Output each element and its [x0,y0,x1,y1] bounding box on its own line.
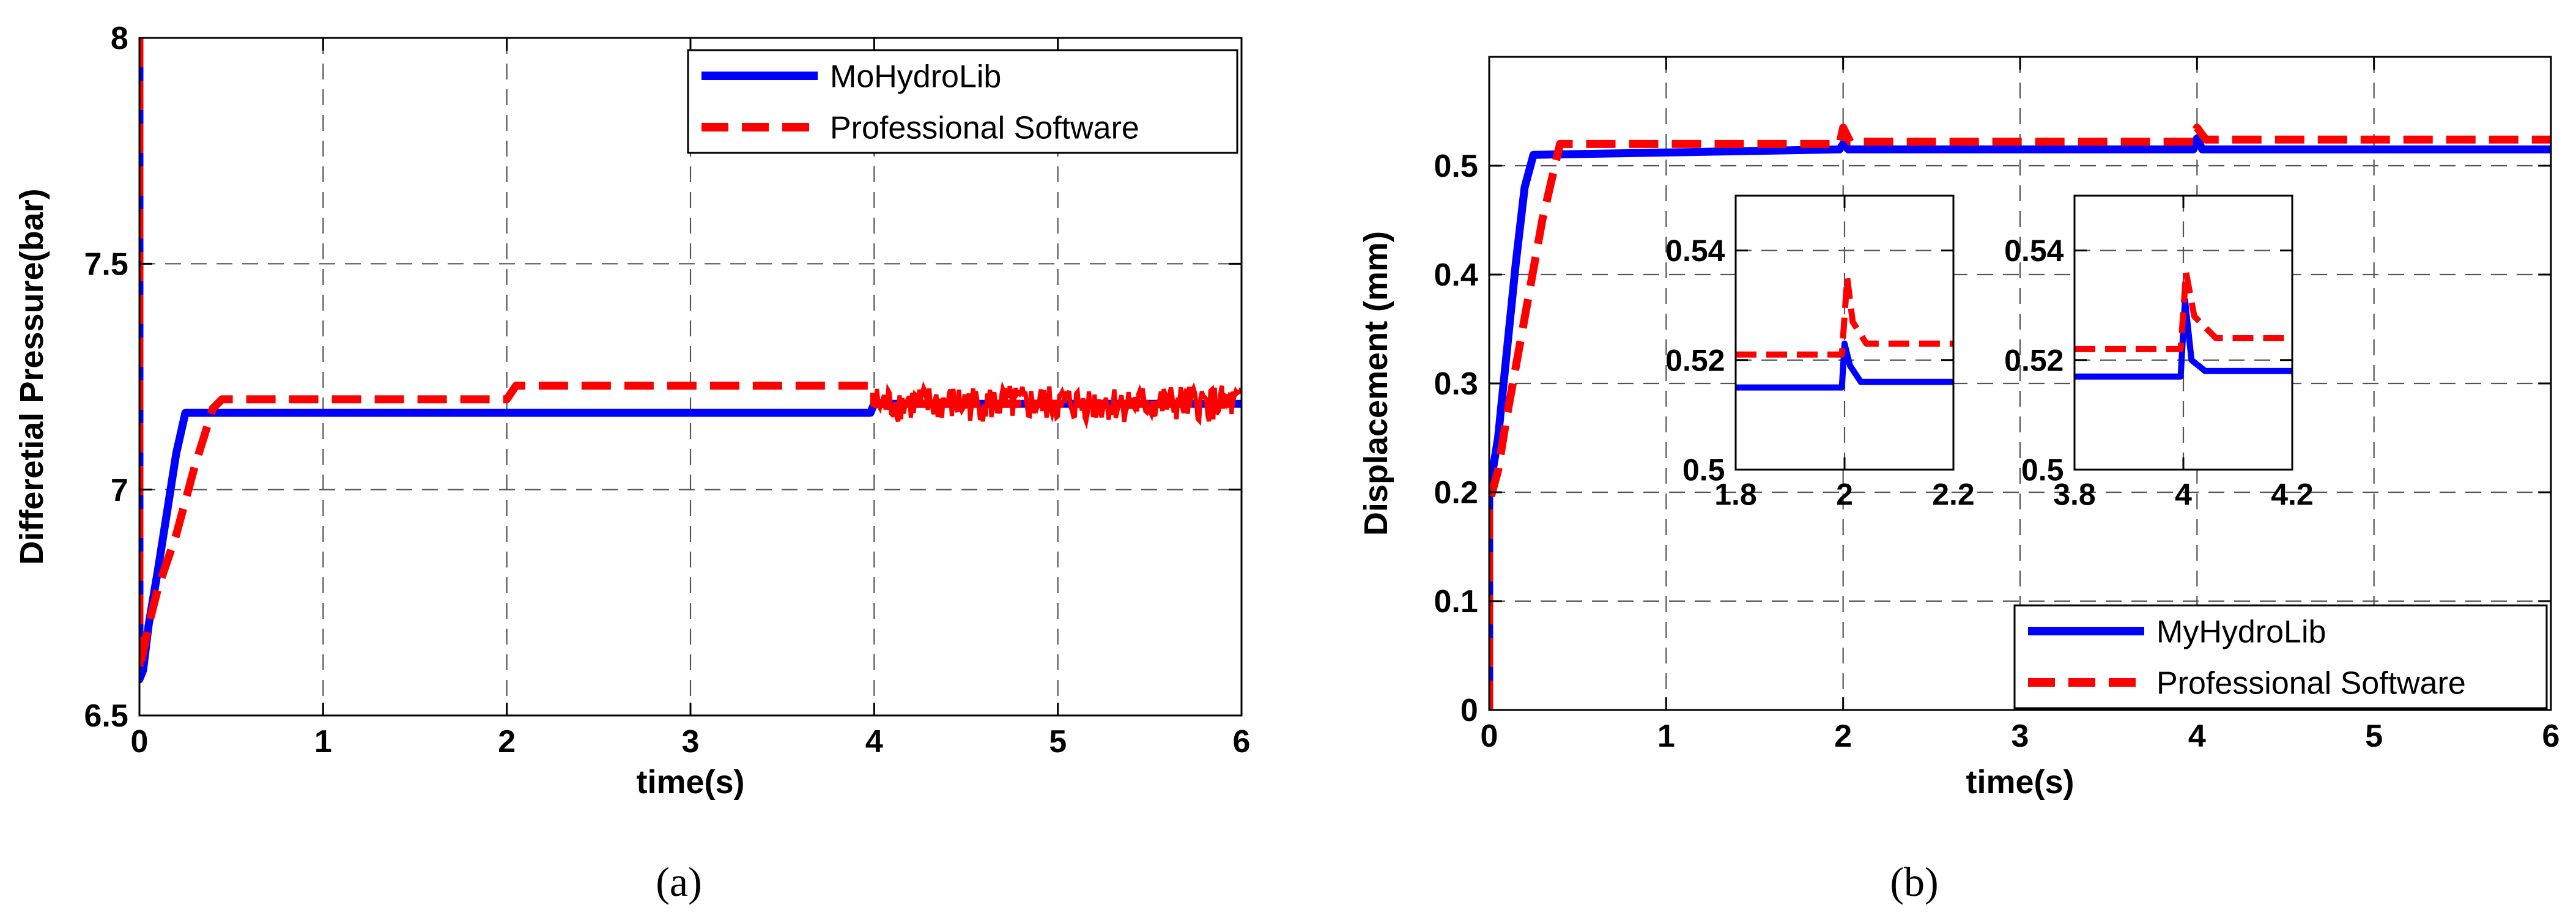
b-xtick-label-1: 1 [1657,719,1675,754]
panel-b-sublabel: (b) [1890,859,1938,905]
b-inset1-series-line-0 [1736,340,1953,391]
a-series-noise-1 [872,381,1242,430]
b-xtick-label-2: 2 [1834,719,1852,754]
b-inset2-ytick-label-1: 0.52 [2004,343,2063,377]
a-legend [687,49,1238,154]
a-xlabel: time(s) [636,764,744,800]
a-xtick-label-1: 1 [314,724,332,760]
a-legend-entry-1: Professional Software [830,111,1139,146]
b-ytick-label-2: 0.2 [1434,475,1478,511]
a-ytick-label-2: 7.5 [84,247,128,283]
b-legend-entry-0: MyHydroLib [2156,615,2326,650]
b-inset1-ytick-label-0: 0.5 [1682,453,1725,487]
panel-a-chart: 0 1 2 3 4 5 6 6.5 7 7.5 8 MoHydroLib Professional So… [13,21,1250,800]
panel-b-chart: 0 1 2 3 4 5 6 0 0.1 0.2 0.3 0.4 0.5 time(s) Displaceme… [1358,56,2560,800]
b-xlabel: time(s) [1966,764,2074,800]
a-xtick-label-6: 6 [1233,724,1251,760]
a-legend-entry-0: MoHydroLib [830,59,1001,95]
b-inset1-frame [1734,194,1955,471]
b-inset2: 3.8 4 4.2 0.5 0.52 0.54 [2004,194,2314,512]
b-xtick-label-6: 6 [2542,719,2560,754]
b-inset1-xtick-label-2: 2.2 [1932,478,1975,512]
b-legend [2013,604,2548,709]
b-ytick-label-5: 0.5 [1434,149,1478,184]
a-ytick-label-3: 8 [111,21,128,56]
a-ylabel: Differetial Pressure(bar) [13,188,50,564]
b-inset1-ytick-label-1: 0.52 [1665,343,1725,377]
b-ylabel: Displacement (mm) [1358,231,1394,536]
a-series-line-1 [139,38,1242,675]
b-ytick-label-3: 0.3 [1434,366,1478,402]
a-xtick-label-4: 4 [865,724,883,760]
b-xtick-label-3: 3 [2012,719,2029,754]
b-series-line-1 [1489,124,2551,710]
b-inset2-ytick-label-0: 0.5 [2021,453,2064,487]
b-inset2-frame [2073,194,2293,471]
b-inset2-series-line-0 [2074,297,2292,380]
a-ytick-label-0: 6.5 [84,698,128,734]
b-inset1-xtick-label-1: 2 [1836,478,1853,512]
a-xtick-label-5: 5 [1049,724,1067,760]
a-frame [138,37,1243,717]
b-ytick-label-0: 0 [1460,693,1478,728]
b-inset2-xtick-label-2: 4.2 [2271,478,2314,512]
a-ytick-label-1: 7 [111,473,128,508]
a-xtick-label-0: 0 [131,724,149,760]
b-inset1: 1.8 2 2.2 0.5 0.52 0.54 [1665,194,1975,512]
a-xtick-label-3: 3 [682,724,700,760]
a-xtick-label-2: 2 [498,724,516,760]
a-series-line-0 [139,38,1242,684]
b-ytick-label-4: 0.4 [1434,257,1478,293]
b-xtick-label-0: 0 [1481,719,1498,754]
b-inset2-xtick-label-1: 4 [2175,478,2192,512]
b-legend-entry-1: Professional Software [2156,666,2466,701]
b-ytick-label-1: 0.1 [1434,584,1478,619]
b-inset2-xtick-label-0: 3.8 [2053,478,2096,512]
panel-a-sublabel: (a) [656,859,701,905]
b-xtick-label-5: 5 [2365,719,2383,754]
b-inset1-ytick-label-2: 0.54 [1665,234,1725,268]
b-frame [1488,56,2552,711]
b-series-line-0 [1489,135,2551,710]
b-inset2-ytick-label-2: 0.54 [2004,234,2064,268]
b-xtick-label-4: 4 [2188,719,2206,754]
b-inset1-xtick-label-0: 1.8 [1714,478,1757,512]
